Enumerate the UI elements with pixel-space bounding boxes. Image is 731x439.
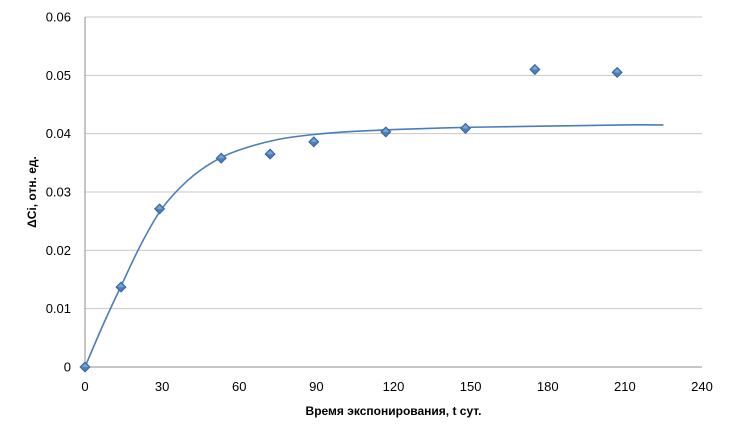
y-tick-label: 0.05 [46,68,71,83]
x-tick-label: 60 [232,379,246,394]
y-tick-label: 0.01 [46,301,71,316]
y-tick-label: 0.06 [46,10,71,25]
y-tick-label: 0 [64,360,71,375]
data-point [79,361,91,373]
marker-highlight [613,68,621,73]
gridlines [85,16,702,310]
data-point [529,63,541,76]
marker-highlight [266,150,274,155]
marker-highlight [382,128,389,133]
x-tick-label: 90 [309,379,323,394]
x-tick-label: 180 [537,379,559,394]
data-point [264,148,276,160]
marker-highlight [462,124,469,129]
data-point [153,203,166,215]
fit-curve [84,124,664,368]
y-tick-label: 0.02 [46,243,71,258]
tick-labels: 0 0.01 0.02 0.03 0.04 0.05 0.06 0 30 60 90 120 150 18… [46,10,713,395]
marker-highlight [156,205,163,210]
data-point [115,281,127,293]
y-tick-label: 0.03 [46,185,71,200]
marker-highlight [117,283,125,288]
x-tick-label: 240 [691,379,713,394]
y-tick-label: 0.04 [46,126,71,141]
marker-highlight [531,66,539,70]
marker-highlight [218,154,225,159]
data-point [611,66,623,78]
x-tick-label: 150 [460,379,482,394]
data-point [380,126,392,138]
x-tick-label: 120 [383,379,405,394]
data-point [215,152,227,164]
y-axis-title: ΔCi, отн. ед. [25,156,39,228]
marker-highlight [310,138,318,143]
data-point [308,136,320,148]
data-point [459,122,472,134]
x-tick-label: 0 [81,379,88,394]
x-tick-label: 210 [614,379,636,394]
x-axis-title: Время экспонирования, t сут. [306,404,482,418]
plot-area [79,63,664,373]
marker-highlight [81,363,89,368]
axes [84,17,702,368]
x-tick-label: 30 [155,379,169,394]
